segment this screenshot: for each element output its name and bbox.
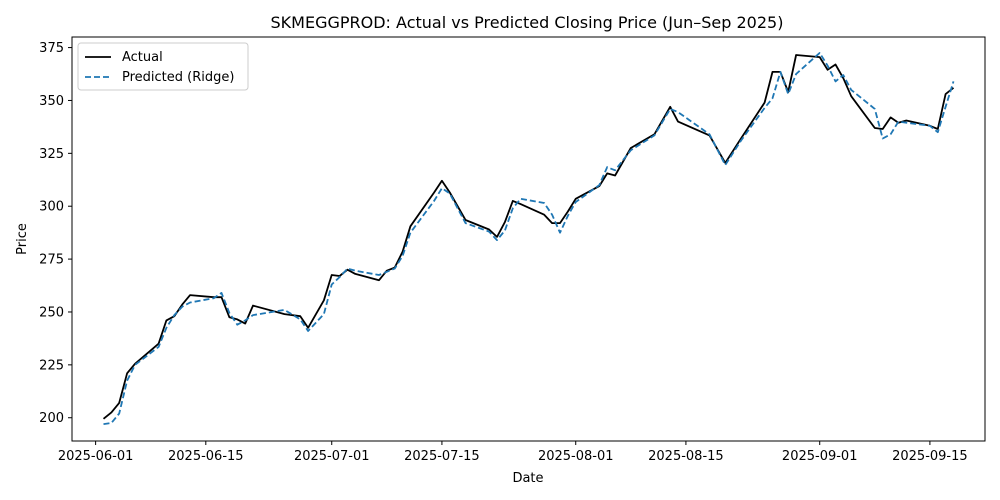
x-tick-label: 2025-08-01 <box>538 449 614 464</box>
y-tick-label: 350 <box>39 94 64 109</box>
series-line-predicted <box>103 52 955 425</box>
y-axis-label: Price <box>15 223 30 255</box>
y-tick-label: 200 <box>39 411 64 426</box>
series-line-actual <box>102 54 955 420</box>
series-layer <box>102 52 955 425</box>
x-tick-label: 2025-07-15 <box>404 449 480 464</box>
chart-title: SKMEGGPROD: Actual vs Predicted Closing … <box>271 13 784 32</box>
legend-box <box>77 42 249 91</box>
x-tick-label: 2025-09-15 <box>892 449 968 464</box>
x-tick-label: 2025-06-01 <box>58 449 134 464</box>
y-tick-label: 225 <box>39 358 64 373</box>
y-axis-ticks: 200 225 250 275 300 325 350 375 <box>39 41 72 426</box>
plot-area-frame <box>71 36 986 442</box>
y-tick-label: 325 <box>39 147 64 162</box>
y-tick-label: 300 <box>39 200 64 215</box>
x-axis-ticks: 2025-06-01 2025-06-15 2025-07-01 2025-07-15… <box>58 441 968 464</box>
y-tick-label: 250 <box>39 305 64 320</box>
x-tick-label: 2025-07-01 <box>294 449 370 464</box>
legend-label-actual: Actual <box>122 50 163 65</box>
x-tick-label: 2025-06-15 <box>168 449 244 464</box>
x-axis-label: Date <box>512 471 543 486</box>
legend: Actual Predicted (Ridge) <box>77 42 249 91</box>
y-tick-label: 275 <box>39 253 64 268</box>
y-tick-label: 375 <box>39 41 64 56</box>
x-tick-label: 2025-09-01 <box>782 449 858 464</box>
x-tick-label: 2025-08-15 <box>648 449 724 464</box>
legend-label-predicted: Predicted (Ridge) <box>122 70 234 85</box>
